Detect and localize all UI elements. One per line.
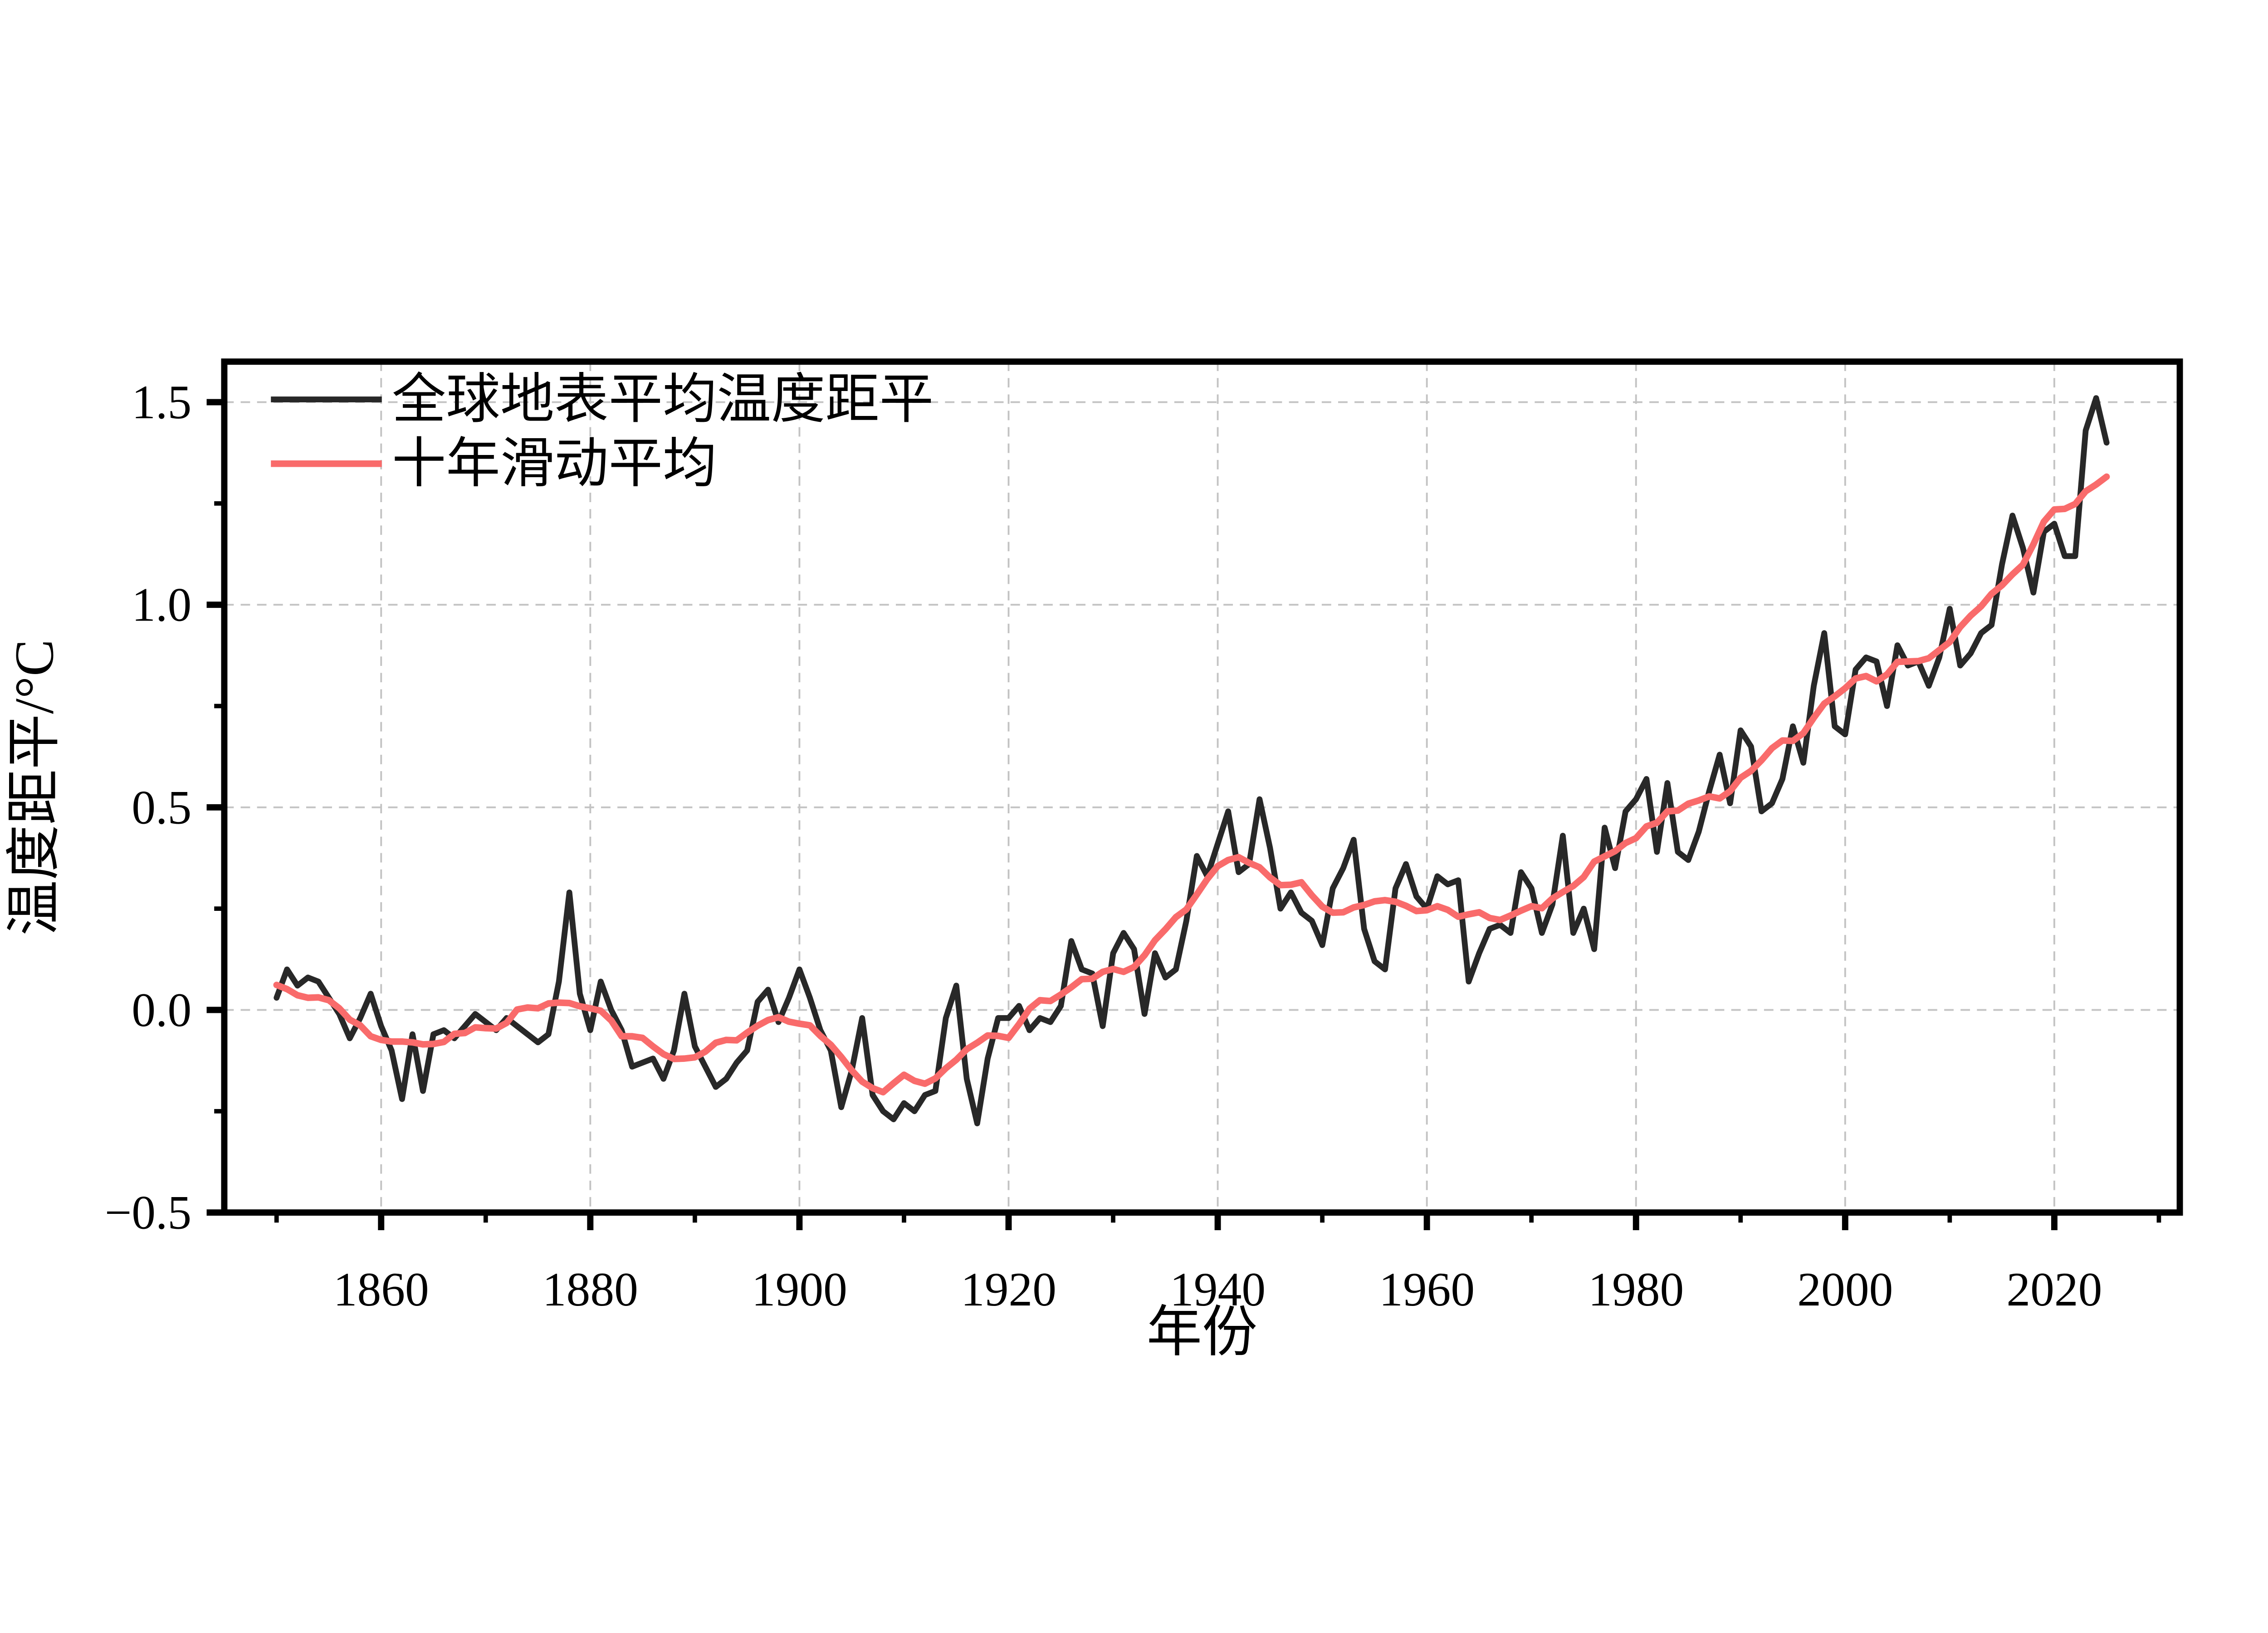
legend-label-annual: 全球地表平均温度距平 — [392, 370, 934, 430]
y-tick-label: 0.5 — [132, 781, 191, 834]
x-tick-label: 1900 — [752, 1263, 847, 1316]
plot-frame — [221, 358, 2183, 1216]
y-axis-title: 温度距平/°C — [4, 639, 65, 935]
x-tick-label: 1920 — [961, 1263, 1056, 1316]
x-tick-label: 2020 — [2006, 1263, 2102, 1316]
x-tick-label: 1980 — [1588, 1263, 1684, 1316]
x-tick-label: 1880 — [543, 1263, 638, 1316]
y-tick-label: 1.0 — [132, 578, 191, 631]
y-tick-label: 1.5 — [132, 376, 191, 429]
series-line-ten-year-moving-average — [273, 473, 2110, 1095]
tick-labels: 1860 1880 1900 1920 1940 1960 1980 2000 2020 −0.5… — [105, 376, 2102, 1316]
gridlines — [224, 362, 2180, 1213]
legend: 全球地表平均温度距平 十年滑动平均 — [271, 370, 934, 494]
x-tick-label: 1940 — [1170, 1263, 1266, 1316]
x-tick-label: 1960 — [1379, 1263, 1475, 1316]
series-line-annual-anomaly — [274, 395, 2110, 1126]
y-tick-label: 0.0 — [132, 983, 191, 1037]
x-axis-title: 年份 — [1147, 1302, 1257, 1363]
legend-label-moving-average: 十年滑动平均 — [392, 434, 717, 494]
y-tick-label: −0.5 — [105, 1186, 191, 1239]
x-tick-label: 2000 — [1797, 1263, 1893, 1316]
x-tick-label: 1860 — [333, 1263, 429, 1316]
axis-ticks — [206, 399, 2161, 1230]
